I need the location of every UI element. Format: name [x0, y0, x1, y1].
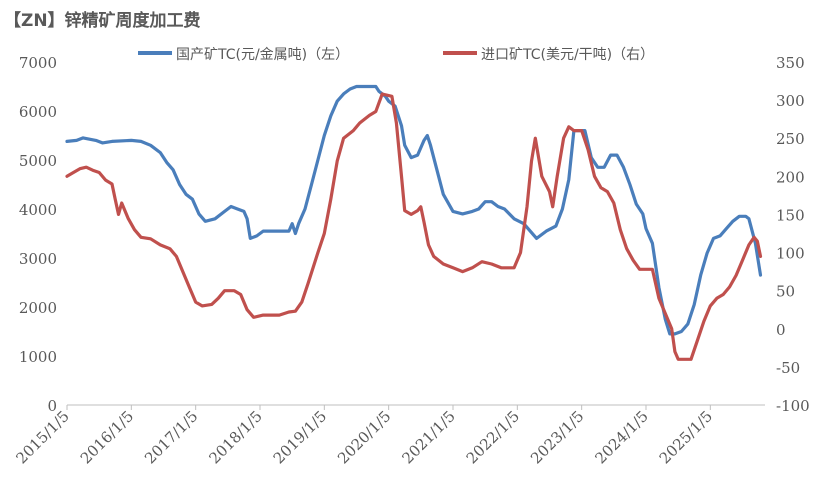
- y-left-tick-label: 5000: [19, 152, 57, 170]
- legend-label-import: 进口矿TC(美元/干吨)（右）: [481, 47, 654, 63]
- x-tick-label: 2018/1/5: [205, 407, 265, 467]
- x-tick-label: 2021/1/5: [398, 407, 458, 467]
- chart-title: 【ZN】锌精矿周度加工费: [4, 10, 201, 31]
- y-right-tick-label: 300: [776, 92, 805, 110]
- y-left-tick-label: 0: [47, 397, 57, 415]
- x-tick-label: 2024/1/5: [591, 407, 651, 467]
- y-left-tick-label: 3000: [19, 250, 57, 268]
- y-right-tick-label: 250: [776, 130, 805, 148]
- legend-label-domestic: 国产矿TC(元/金属吨)（左）: [176, 47, 349, 63]
- y-left-tick-label: 6000: [19, 103, 57, 121]
- x-tick-label: 2025/1/5: [656, 407, 716, 467]
- y-right-tick-label: 150: [776, 206, 805, 224]
- y-right-tick-label: 50: [776, 283, 795, 301]
- x-tick-label: 2020/1/5: [334, 407, 394, 467]
- y-left-tick-label: 4000: [19, 201, 57, 219]
- legend: 国产矿TC(元/金属吨)（左） 进口矿TC(美元/干吨)（右）: [138, 47, 654, 63]
- series-line-domestic-tc: [65, 84, 763, 336]
- y-right-tick-label: 350: [776, 54, 805, 72]
- y-left-tick-label: 7000: [19, 54, 57, 72]
- y-right-tick-label: -50: [776, 359, 800, 377]
- x-tick-label: 2019/1/5: [270, 407, 330, 467]
- y-right-tick-label: -100: [776, 397, 810, 415]
- y-right-tick-label: 200: [776, 168, 805, 186]
- x-tick-label: 2022/1/5: [463, 407, 523, 467]
- y-right-tick-label: 0: [776, 321, 786, 339]
- series-line-import-tc: [65, 92, 763, 361]
- x-tick-label: 2023/1/5: [527, 407, 587, 467]
- y-left-tick-label: 2000: [19, 299, 57, 317]
- x-tick-label: 2017/1/5: [141, 407, 201, 467]
- series-layer: [65, 84, 763, 361]
- x-tick-label: 2015/1/5: [12, 407, 72, 467]
- y-right-tick-label: 100: [776, 245, 805, 263]
- x-tick-label: 2016/1/5: [77, 407, 137, 467]
- axes: 0 1000 2000 3000 4000 5000 6000 7000 -100 -50 0 50 1…: [12, 54, 809, 467]
- y-left-tick-label: 1000: [19, 348, 57, 366]
